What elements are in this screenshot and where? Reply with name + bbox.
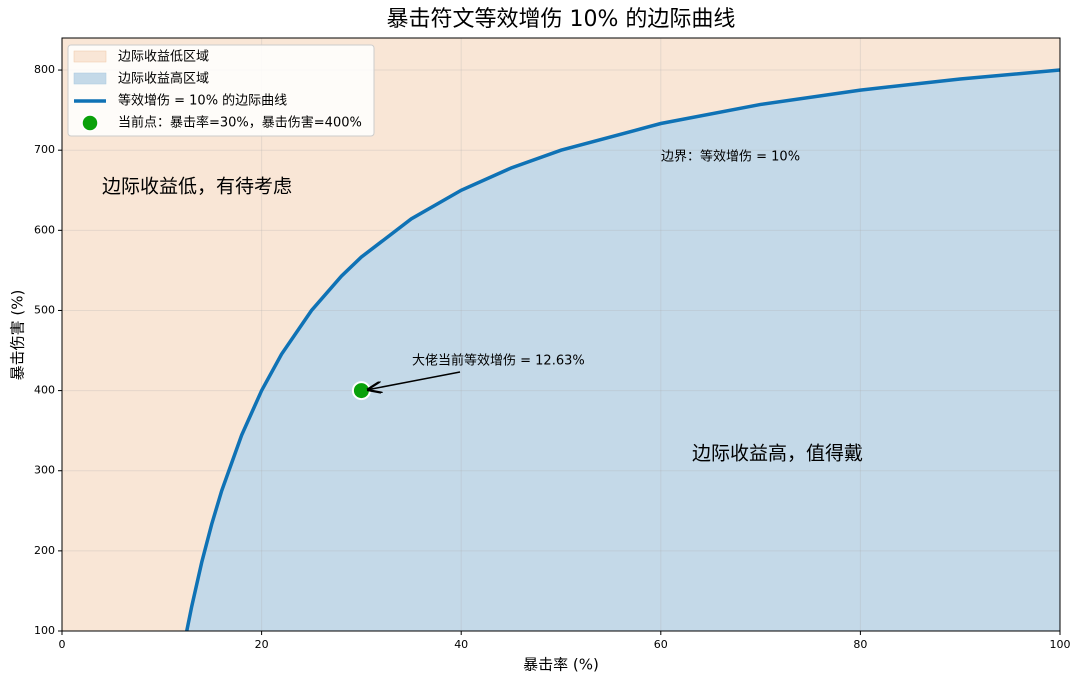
annotation: 边际收益高，值得戴 (692, 443, 863, 465)
x-axis-label: 暴击率 (%) (523, 656, 599, 674)
y-tick-label: 200 (34, 544, 55, 557)
y-axis-label: 暴击伤害 (%) (9, 290, 27, 381)
region-high (186, 70, 1060, 631)
x-tick-label: 60 (654, 638, 668, 651)
legend-label: 当前点：暴击率=30%，暴击伤害=400% (118, 115, 362, 131)
legend-box (67, 44, 375, 137)
x-tick-label: 80 (853, 638, 867, 651)
annotation: 大佬当前等效增伤 = 12.63% (412, 353, 585, 369)
x-tick-label: 20 (255, 638, 269, 651)
annotation: 边际收益低，有待考虑 (102, 176, 292, 198)
annotation: 边界：等效增伤 = 10% (661, 149, 800, 165)
legend-swatch (73, 72, 107, 85)
legend-swatch (73, 50, 107, 63)
annotation-arrow (368, 371, 461, 390)
legend-label: 等效增伤 = 10% 的边际曲线 (118, 93, 287, 109)
y-tick-label: 800 (34, 63, 55, 76)
y-tick-label: 500 (34, 303, 55, 316)
y-tick-label: 300 (34, 464, 55, 477)
legend-swatch (81, 114, 99, 132)
x-tick-label: 0 (59, 638, 66, 651)
y-tick-label: 600 (34, 223, 55, 236)
x-tick-label: 40 (454, 638, 468, 651)
y-tick-label: 400 (34, 384, 55, 397)
y-tick-label: 700 (34, 143, 55, 156)
curve (185, 68, 1061, 632)
chart-title: 暴击符文等效增伤 10% 的边际曲线 (387, 7, 736, 32)
y-tick-label: 100 (34, 624, 55, 637)
legend-label: 边际收益低区域 (118, 50, 209, 65)
legend-label: 边际收益高区域 (118, 71, 209, 87)
x-tick-label: 100 (1050, 638, 1071, 651)
current-point (351, 381, 371, 401)
plot-frame (61, 37, 1061, 632)
